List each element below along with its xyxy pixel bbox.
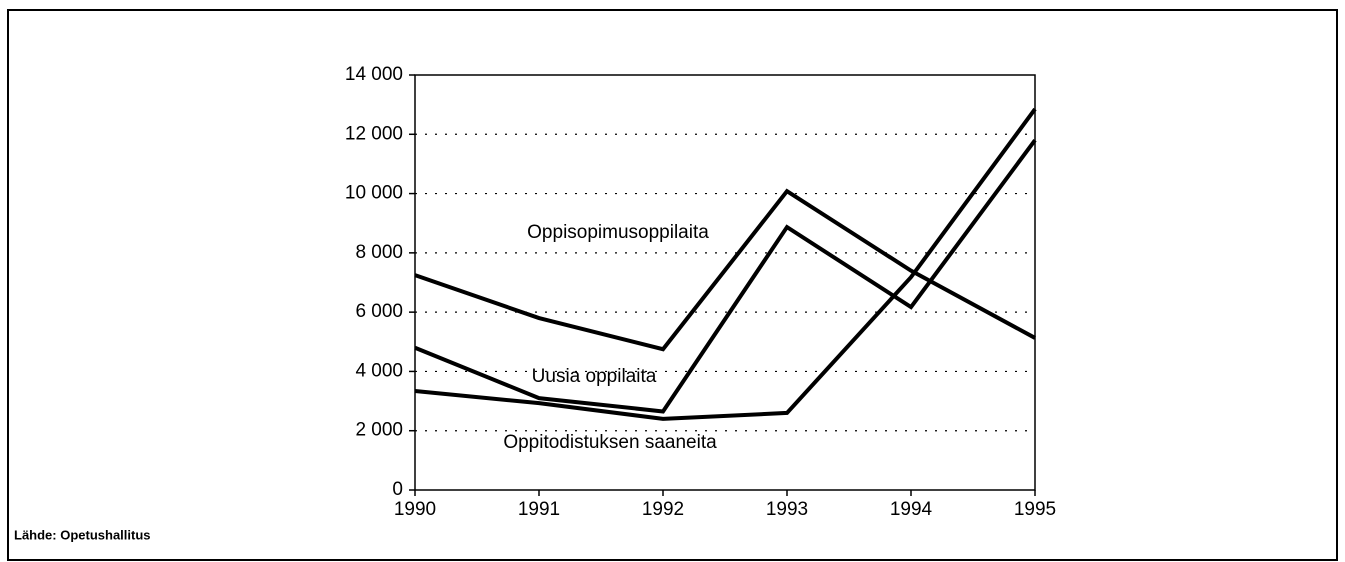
y-tick-label: 12 000 <box>345 123 403 144</box>
frame <box>7 9 1338 561</box>
series-label: Oppisopimusoppilaita <box>527 222 709 243</box>
x-tick-label: 1990 <box>394 499 436 520</box>
y-tick-label: 10 000 <box>345 183 403 204</box>
series-line <box>414 139 1037 414</box>
series-line <box>414 188 1036 352</box>
y-tick-label: 4 000 <box>355 360 403 381</box>
plot-area <box>414 74 1036 491</box>
y-tick-label: 8 000 <box>355 242 403 263</box>
y-tick-label: 0 <box>392 479 403 500</box>
y-tick-label: 6 000 <box>355 301 403 322</box>
x-tick-label: 1992 <box>642 499 684 520</box>
x-tick-label: 1991 <box>518 499 560 520</box>
y-tick-label: 2 000 <box>355 420 403 441</box>
series-line <box>414 107 1037 421</box>
x-tick-label: 1995 <box>1014 499 1056 520</box>
x-tick-label: 1993 <box>766 499 808 520</box>
series-label: Oppitodistuksen saaneita <box>503 432 717 453</box>
series-label: Uusia oppilaita <box>532 366 657 387</box>
x-tick-label: 1994 <box>890 499 933 520</box>
y-tick-label: 14 000 <box>345 64 403 85</box>
source-note: Lähde: Opetushallitus <box>14 527 151 542</box>
